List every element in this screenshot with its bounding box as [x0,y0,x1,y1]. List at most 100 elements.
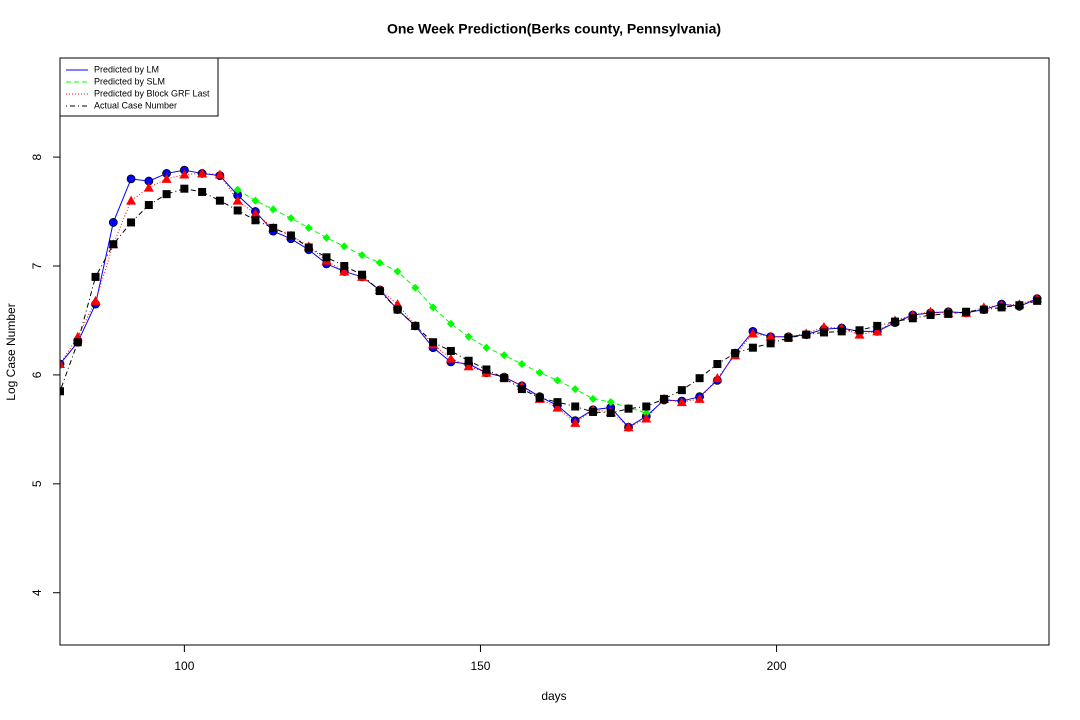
point [108,218,118,227]
legend-label: Predicted by SLM [94,76,165,86]
point [358,270,367,279]
point [713,360,722,369]
point [677,386,686,395]
point [997,303,1006,312]
point [747,328,758,338]
legend-label: Predicted by LM [94,64,159,74]
point [517,360,526,369]
point [606,409,615,418]
point [126,195,137,205]
point [908,314,917,323]
point [180,184,189,193]
y-tick-label: 5 [30,480,44,487]
point [765,331,776,341]
point [91,272,100,281]
point [126,174,136,184]
point [90,295,101,305]
point [1015,301,1024,310]
point [411,321,420,330]
point [873,321,882,330]
point [161,173,172,183]
point [962,307,971,316]
point [304,223,313,232]
point [837,327,846,336]
point [375,287,384,296]
point [623,422,634,432]
point [393,305,402,314]
point [979,305,988,314]
point [269,205,278,214]
point [766,339,775,348]
point [233,185,242,194]
point [446,346,455,355]
point [232,195,243,205]
point [660,394,669,403]
point [73,338,82,347]
point [322,233,331,242]
point [198,187,207,196]
point [60,359,65,369]
point [197,168,208,178]
point [127,218,136,227]
point [535,368,544,377]
point [429,338,438,347]
point [464,332,473,341]
point [109,240,118,249]
point [269,223,278,232]
point [588,394,597,403]
point [624,404,633,413]
point [571,385,580,394]
point [304,243,313,252]
point [482,343,491,352]
point [872,326,883,336]
point [855,326,864,335]
point [553,376,562,385]
point [784,333,793,342]
point [179,169,190,179]
legend-label: Predicted by Block GRF Last [94,88,210,98]
point [606,398,615,407]
y-tick-label: 8 [30,153,44,160]
point [286,214,295,223]
point [926,311,935,320]
series-line [60,169,1038,428]
point [60,387,64,396]
point [322,253,331,262]
point [340,262,349,271]
y-tick-label: 4 [30,589,44,596]
point [445,353,456,363]
point [463,361,474,371]
y-tick-label: 7 [30,262,44,269]
point [642,402,651,411]
point [694,393,705,403]
chart-title: One Week Prediction(Berks county, Pennsy… [387,21,721,37]
x-tick-label: 100 [174,659,194,673]
point [482,365,491,374]
point [340,242,349,251]
plot-area [60,165,1043,432]
plot-frame [59,57,1050,646]
point [588,407,597,416]
y-axis-label: Log Case Number [4,303,18,400]
point [535,393,544,402]
point [552,402,563,412]
point [500,351,509,360]
x-axis-label: days [541,689,566,703]
point [676,397,687,407]
point [429,303,438,312]
point [143,182,154,192]
point [802,330,811,339]
point [731,349,740,358]
point [464,356,473,365]
point [393,267,402,276]
point [250,208,261,218]
series-line [60,188,1038,414]
point [571,402,580,411]
series-line [60,172,1038,428]
point [1033,296,1042,305]
point [251,196,260,205]
legend-label: Actual Case Number [94,100,177,110]
point [233,206,242,215]
point [214,169,225,179]
